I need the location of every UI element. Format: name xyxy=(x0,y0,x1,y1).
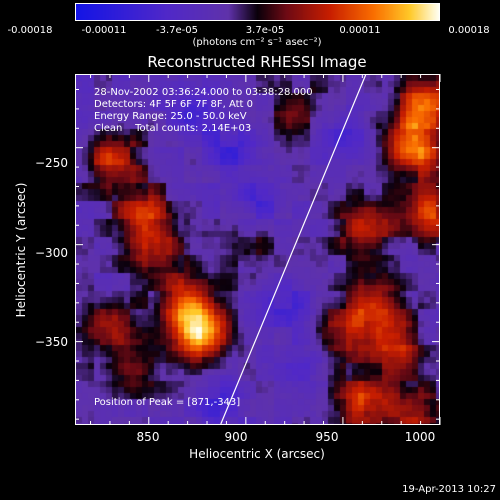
peak-position-annotation: Position of Peak = [871,-343] xyxy=(94,397,241,408)
colorbar-unit-label: (photons cm⁻² s⁻¹ asec⁻²) xyxy=(192,37,322,48)
colorbar-tick-label: 0.00011 xyxy=(339,25,381,36)
colorbar-tick-label: 0.00018 xyxy=(448,25,490,36)
time-range-annotation: 28-Nov-2002 03:36:24.000 to 03:38:28.000 xyxy=(94,87,313,98)
energy-range-annotation: Energy Range: 25.0 - 50.0 keV xyxy=(94,111,247,122)
x-tick-label: 1000 xyxy=(404,430,436,444)
colorbar-tick-label: -0.00011 xyxy=(81,25,127,36)
plot-timestamp: 19-Apr-2013 10:27 xyxy=(402,484,496,495)
y-tick-label: −250 xyxy=(35,156,68,170)
method-counts-annotation: Clean Total counts: 2.14E+03 xyxy=(94,123,252,134)
x-tick-label: 900 xyxy=(224,430,248,444)
y-axis-label: Heliocentric Y (arcsec) xyxy=(14,182,28,318)
x-tick-label: 950 xyxy=(315,430,339,444)
x-axis-label: Heliocentric X (arcsec) xyxy=(189,447,325,461)
colorbar-tick-label: -3.7e-05 xyxy=(156,25,198,36)
x-tick-label: 850 xyxy=(136,430,160,444)
colorbar-tick xyxy=(75,16,76,21)
plot-overlay xyxy=(220,75,367,424)
colorbar-tick-label: -0.00018 xyxy=(7,25,53,36)
y-tick-label: −350 xyxy=(35,335,68,349)
chart-title: Reconstructed RHESSI Image xyxy=(147,53,367,71)
heatmap-image xyxy=(76,75,439,424)
y-tick-label: −300 xyxy=(35,246,68,260)
colorbar xyxy=(75,3,440,21)
plot-area: 28-Nov-2002 03:36:24.000 to 03:38:28.000… xyxy=(75,74,440,425)
colorbar-tick-label: 3.7e-05 xyxy=(245,25,285,36)
solar-limb-line xyxy=(220,75,367,424)
detectors-annotation: Detectors: 4F 5F 6F 7F 8F, Att 0 xyxy=(94,99,254,110)
